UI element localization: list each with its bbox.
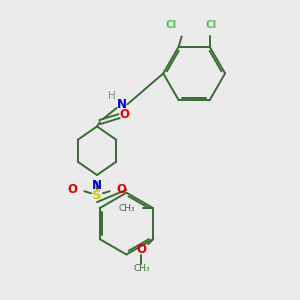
Text: Cl: Cl — [206, 20, 217, 31]
Text: O: O — [68, 183, 78, 196]
Text: O: O — [116, 183, 126, 196]
Text: Cl: Cl — [166, 20, 177, 31]
Text: O: O — [136, 243, 146, 256]
Text: CH₃: CH₃ — [118, 204, 135, 213]
Text: O: O — [119, 108, 129, 121]
Text: H: H — [108, 91, 116, 100]
Text: N: N — [117, 98, 127, 111]
Text: N: N — [92, 178, 102, 192]
Text: CH₃: CH₃ — [133, 264, 150, 273]
Text: S: S — [92, 189, 102, 202]
